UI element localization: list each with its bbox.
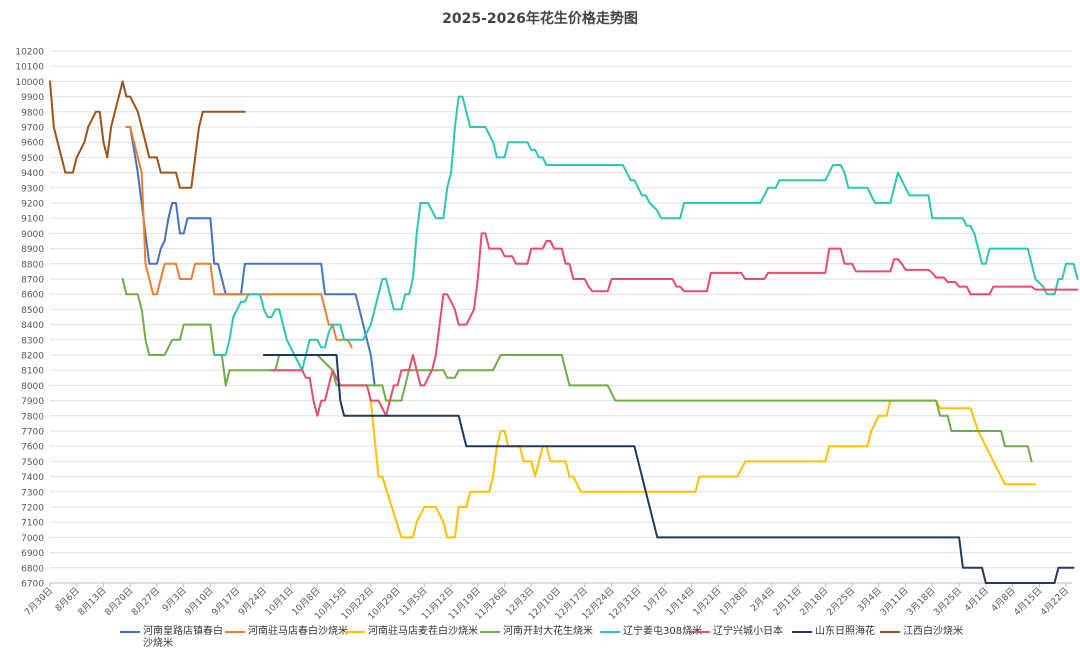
x-tick-label: 4月1日 [962,585,991,614]
y-tick-label: 8400 [21,321,44,331]
legend-label: 山东日照海花 [815,626,875,637]
y-tick-label: 7500 [21,458,44,468]
y-tick-label: 9900 [21,93,44,103]
legend-swatch [120,631,140,633]
legend-swatch [480,631,500,633]
x-tick-label: 1月28日 [718,585,751,618]
series-line-6 [270,232,1079,417]
y-tick-label: 9200 [21,200,44,210]
legend-label: 辽宁姜屯308烧米 [623,626,703,637]
y-tick-label: 9400 [21,169,44,179]
y-tick-label: 8500 [21,306,44,316]
series-line-8 [49,80,246,189]
y-tick-label: 9000 [21,230,44,240]
x-tick-label: 3月11日 [878,585,911,618]
legend-label: 河南皇路店镇春白沙烧米 [143,626,223,649]
y-tick-label: 7300 [21,488,44,498]
y-tick-label: 7700 [21,428,44,438]
x-tick-label: 2月11日 [771,585,804,618]
y-tick-label: 9300 [21,184,44,194]
y-tick-label: 8800 [21,260,44,270]
y-tick-label: 8900 [21,245,44,255]
y-tick-label: 10100 [15,63,44,73]
y-tick-label: 9800 [21,108,44,118]
series-line-1 [125,126,376,387]
legend-label: 河南驻马店麦茬白沙烧米 [368,626,478,637]
x-tick-label: 1月21日 [691,585,724,618]
x-tick-label: 1月14日 [664,585,697,618]
y-tick-label: 7800 [21,412,44,422]
y-tick-label: 6900 [21,549,44,559]
legend-item: 河南驻马店麦茬白沙烧米 [345,626,478,638]
legend-label: 河南驻马店春白沙烧米 [248,626,348,637]
legend-swatch [792,631,812,633]
legend-item: 河南驻马店春白沙烧米 [225,626,348,638]
y-tick-label: 7600 [21,443,44,453]
x-tick-label: 2月18日 [798,585,831,618]
legend-swatch [345,631,365,633]
y-tick-label: 9700 [21,124,44,134]
x-tick-label: 10月1日 [263,585,296,618]
x-tick-label: 8月13日 [76,585,109,618]
y-tick-label: 8100 [21,367,44,377]
y-tick-label: 8200 [21,352,44,362]
y-tick-label: 7900 [21,397,44,407]
y-tick-label: 9100 [21,215,44,225]
legend-label: 辽宁兴城小日本 [713,626,783,637]
y-tick-label: 8000 [21,382,44,392]
x-tick-label: 3月25日 [932,585,965,618]
x-tick-label: 3月18日 [905,585,938,618]
x-tick-label: 2月25日 [825,585,858,618]
legend-swatch [225,631,245,633]
y-tick-label: 10000 [15,78,44,88]
chart-title: 2025-2026年花生价格走势图 [442,11,638,27]
series-line-5 [213,95,1079,372]
y-tick-label: 8300 [21,336,44,346]
legend-swatch [600,631,620,633]
y-tick-label: 10200 [15,48,44,58]
legend-item: 河南开封大花生烧米 [480,626,593,638]
legend-item: 山东日照海花 [792,626,875,638]
legend-item: 辽宁姜屯308烧米 [600,626,702,638]
legend-swatch [690,631,710,633]
legend-item: 江西白沙烧米 [880,626,963,638]
legend-swatch [880,631,900,633]
y-tick-label: 8600 [21,291,44,301]
x-tick-label: 7月30日 [22,585,55,618]
legend-item: 河南皇路店镇春白沙烧米 [120,626,223,650]
legend-item: 辽宁兴城小日本 [690,626,783,638]
y-tick-label: 6800 [21,564,44,574]
y-tick-label: 7400 [21,473,44,483]
x-tick-label: 9月17日 [210,585,243,618]
series-line-3 [369,399,1037,539]
y-tick-label: 7200 [21,504,44,514]
series-line-7 [262,354,1075,584]
y-tick-label: 9500 [21,154,44,164]
y-tick-label: 7000 [21,534,44,544]
y-tick-label: 7100 [21,519,44,529]
y-tick-label: 6700 [21,580,44,590]
x-tick-label: 8月20日 [103,585,136,618]
x-tick-label: 4月22日 [1038,585,1071,618]
y-tick-label: 8700 [21,276,44,286]
x-tick-label: 4月15日 [1012,585,1045,618]
legend-label: 河南开封大花生烧米 [503,626,593,637]
series-line-2 [125,126,353,349]
x-tick-label: 9月10日 [183,585,216,618]
legend-label: 江西白沙烧米 [903,626,963,637]
y-tick-label: 9600 [21,139,44,149]
x-tick-label: 8月27日 [129,585,162,618]
x-tick-label: 9月24日 [236,585,269,618]
